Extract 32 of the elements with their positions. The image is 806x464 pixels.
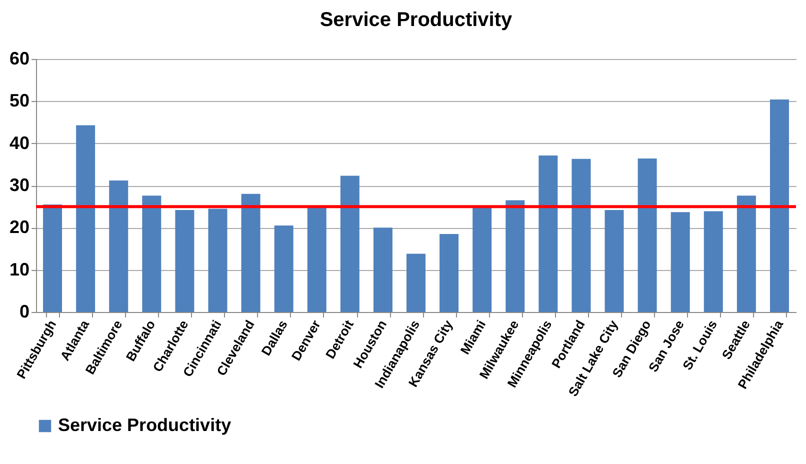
y-tick-label: 0 [19, 302, 30, 322]
bar [175, 210, 194, 312]
y-tick-label: 20 [9, 217, 30, 238]
bar [572, 158, 591, 312]
bar [142, 196, 162, 312]
bar [670, 212, 690, 312]
chart-title: Service Productivity [320, 9, 514, 31]
bar [208, 208, 228, 312]
bar [604, 210, 624, 312]
legend-label: Service Productivity [58, 415, 232, 435]
bar [472, 207, 492, 312]
bar [307, 206, 326, 312]
bar [406, 254, 426, 312]
bar [770, 99, 789, 312]
bar [736, 196, 756, 312]
y-tick-label: 40 [9, 132, 30, 153]
bar [340, 176, 360, 312]
bar [241, 194, 260, 312]
y-tick-label: 60 [9, 48, 30, 68]
y-tick-label: 10 [9, 259, 30, 280]
bar [440, 234, 459, 312]
y-tick-label: 50 [9, 90, 30, 111]
bar [704, 211, 723, 312]
bar [638, 158, 657, 312]
bar [506, 200, 525, 312]
bar [373, 228, 392, 312]
y-tick-label: 30 [9, 175, 30, 195]
bar [76, 125, 96, 312]
bar [43, 204, 62, 312]
bar [274, 226, 294, 312]
bar [109, 180, 128, 312]
bar [538, 156, 558, 312]
